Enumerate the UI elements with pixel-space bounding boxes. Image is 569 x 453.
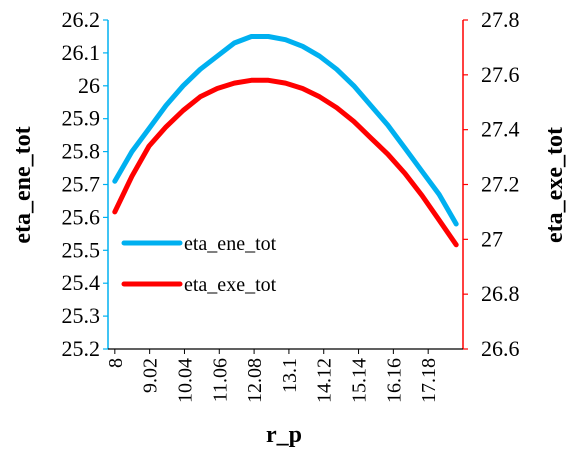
left-tick-label: 25.9 <box>62 106 101 131</box>
left-tick-label: 25.5 <box>62 237 101 262</box>
right-tick-label: 27 <box>481 226 503 251</box>
right-tick-label: 26.6 <box>481 336 520 361</box>
left-tick-label: 26.1 <box>62 40 101 65</box>
right-tick-label: 27.2 <box>481 172 520 197</box>
x-tick-label: 17.18 <box>418 358 440 403</box>
left-tick-label: 25.3 <box>62 303 101 328</box>
right-y-axis-title: eta_exe_tot <box>542 127 568 243</box>
x-tick-label: 13.1 <box>279 358 301 393</box>
left-tick-label: 25.2 <box>62 336 101 361</box>
legend-label-eta-exe-tot: eta_exe_tot <box>184 274 277 296</box>
x-tick-label: 10.04 <box>174 358 196 403</box>
left-y-axis-title: eta_ene_tot <box>10 126 36 243</box>
left-tick-label: 26.2 <box>62 7 101 32</box>
left-tick-label: 26 <box>78 73 100 98</box>
x-tick-label: 15.14 <box>349 358 371 403</box>
right-tick-label: 26.8 <box>481 281 520 306</box>
right-tick-label: 27.4 <box>481 117 520 142</box>
x-tick-label: 11.06 <box>209 358 231 402</box>
series-lines <box>115 36 457 245</box>
x-tick-label: 14.12 <box>314 358 336 403</box>
left-tick-label: 25.4 <box>62 270 101 295</box>
right-tick-label: 27.6 <box>481 62 520 87</box>
x-tick-label: 9.02 <box>140 358 162 393</box>
x-tick-label: 12.08 <box>244 358 266 403</box>
x-axis-title: r_p <box>266 422 302 448</box>
left-axis-ticks: 25.2 25.3 25.4 25.5 25.6 25.7 25.8 25.9 26 26.1 26… <box>62 7 109 361</box>
left-tick-label: 25.8 <box>62 139 101 164</box>
legend: eta_ene_tot eta_exe_tot <box>124 233 277 296</box>
x-tick-label: 16.16 <box>383 358 405 403</box>
legend-label-eta-ene-tot: eta_ene_tot <box>184 233 277 255</box>
right-axis-ticks: 26.6 26.8 27 27.2 27.4 27.6 27.8 <box>463 7 520 361</box>
x-tick-label: 8 <box>105 358 127 368</box>
left-tick-label: 25.7 <box>62 172 101 197</box>
right-tick-label: 27.8 <box>481 7 520 32</box>
left-tick-label: 25.6 <box>62 204 101 229</box>
x-axis-ticks: 8 9.02 10.04 11.06 12.08 13.1 14.12 15.14 16.16 1… <box>105 349 440 403</box>
axes <box>108 20 463 349</box>
